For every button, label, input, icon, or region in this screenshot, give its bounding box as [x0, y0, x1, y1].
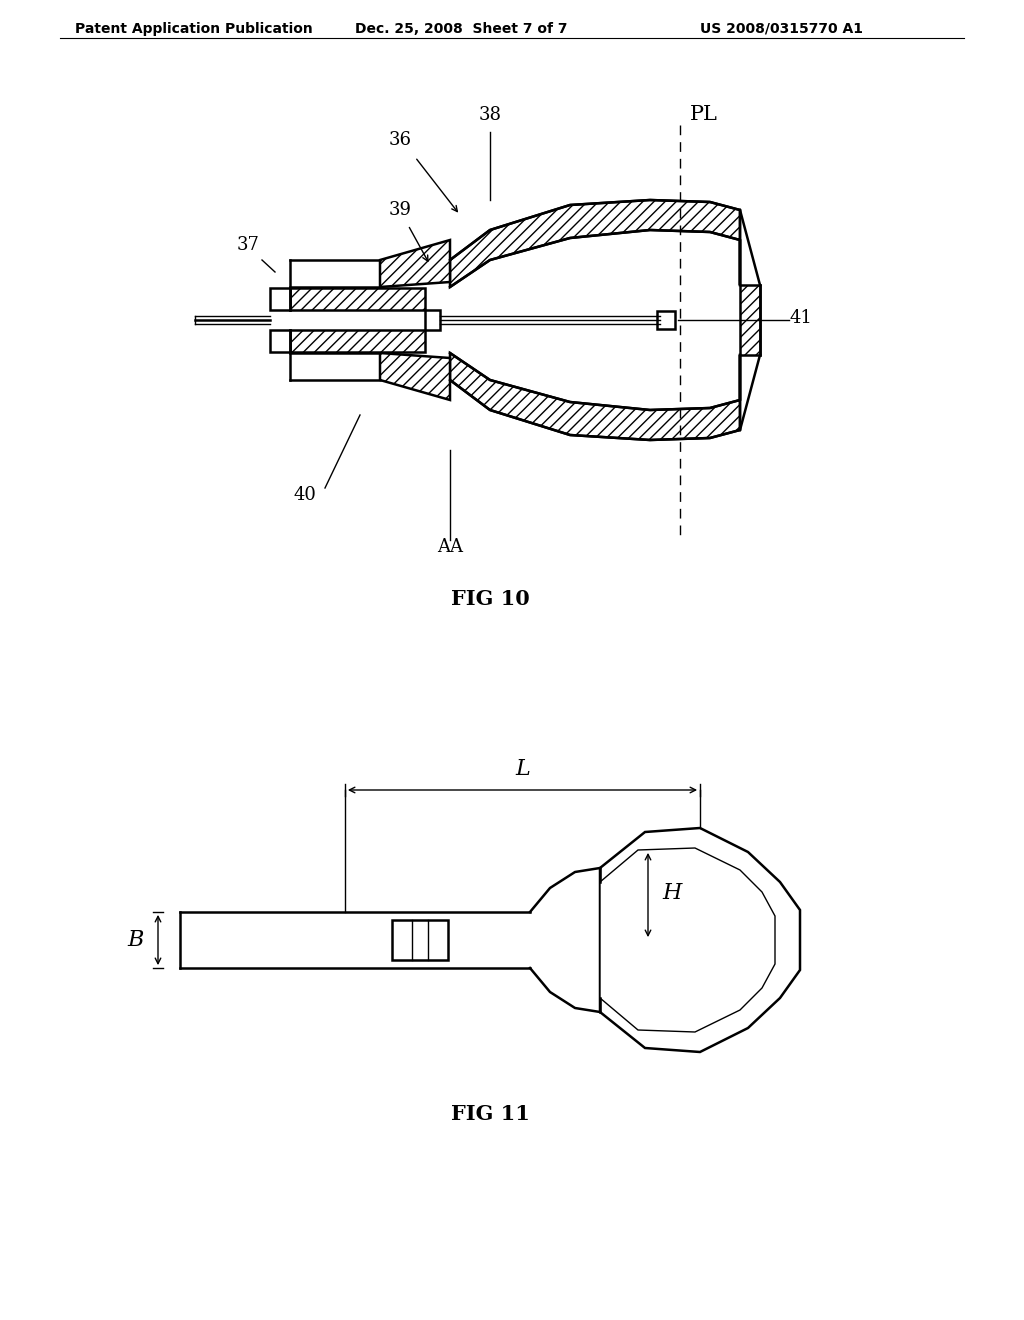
Text: B: B: [128, 929, 144, 950]
Polygon shape: [270, 288, 290, 310]
Text: US 2008/0315770 A1: US 2008/0315770 A1: [700, 22, 863, 36]
Text: 39: 39: [388, 201, 412, 219]
Text: H: H: [662, 882, 681, 904]
Polygon shape: [740, 285, 760, 355]
Text: L: L: [515, 758, 529, 780]
Polygon shape: [380, 352, 450, 400]
Text: FIG 10: FIG 10: [451, 589, 529, 609]
Text: FIG 11: FIG 11: [451, 1104, 529, 1125]
Polygon shape: [450, 352, 740, 440]
Text: 41: 41: [790, 309, 813, 327]
Polygon shape: [380, 240, 450, 286]
Bar: [425, 310, 440, 330]
Text: PL: PL: [690, 106, 718, 124]
Bar: [657, 312, 675, 329]
Text: 37: 37: [237, 236, 259, 253]
Text: 40: 40: [294, 486, 316, 504]
Text: AA: AA: [437, 539, 463, 556]
Polygon shape: [600, 847, 775, 1032]
Text: 38: 38: [478, 106, 502, 124]
Bar: [392, 920, 449, 960]
Polygon shape: [450, 201, 740, 286]
Polygon shape: [600, 828, 800, 1052]
Text: Dec. 25, 2008  Sheet 7 of 7: Dec. 25, 2008 Sheet 7 of 7: [355, 22, 567, 36]
Polygon shape: [290, 288, 425, 310]
Text: 36: 36: [388, 131, 412, 149]
Text: Patent Application Publication: Patent Application Publication: [75, 22, 312, 36]
Polygon shape: [270, 330, 290, 352]
Polygon shape: [290, 330, 425, 352]
